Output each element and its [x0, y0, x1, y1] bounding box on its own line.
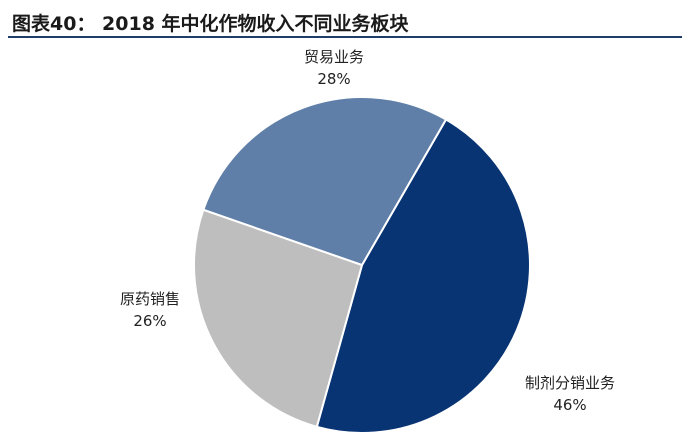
pie-slice-trade: [202, 96, 448, 267]
slice-value-trade: 28%: [317, 70, 350, 88]
slice-value-api-sales: 26%: [133, 312, 166, 330]
chart-title: 图表40： 2018 年中化作物收入不同业务板块: [12, 13, 409, 35]
slice-label-api-sales: 原药销售: [120, 290, 180, 308]
slice-value-formulation: 46%: [553, 396, 586, 414]
slice-label-group-trade: 贸易业务 28%: [304, 48, 364, 88]
pie-slice-formulation: [315, 118, 531, 434]
slice-label-group-formulation: 制剂分销业务 46%: [525, 374, 615, 414]
title-bar: 图表40： 2018 年中化作物收入不同业务板块: [8, 6, 682, 38]
slice-label-formulation: 制剂分销业务: [525, 374, 615, 392]
slice-label-group-api-sales: 原药销售 26%: [120, 290, 180, 330]
pie-slices: [193, 96, 531, 434]
slice-label-trade: 贸易业务: [304, 48, 364, 66]
title-underline: [8, 36, 682, 38]
pie-slice-api-sales: [193, 208, 364, 429]
